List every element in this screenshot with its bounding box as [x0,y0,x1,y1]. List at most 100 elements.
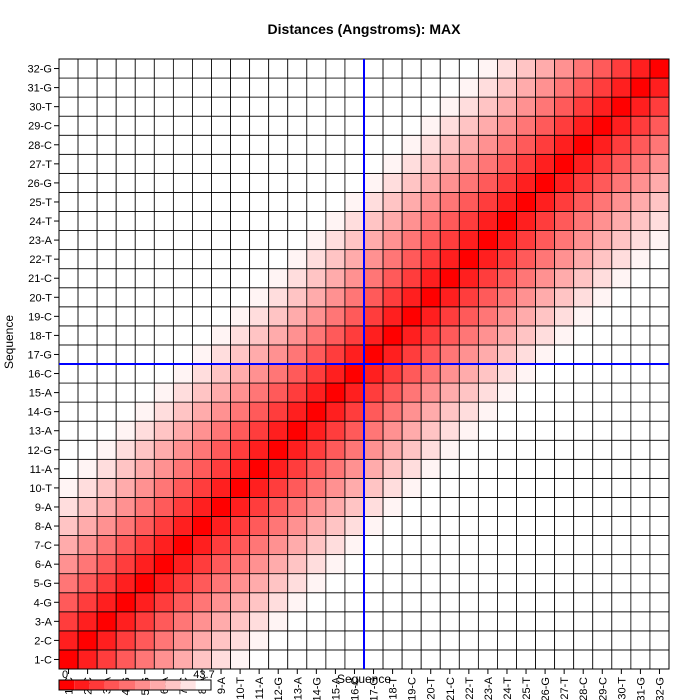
heatmap-cell [649,497,670,517]
heatmap-cell [230,230,251,251]
heatmap-cell [306,172,327,193]
heatmap-cell [477,58,498,79]
x-tick-label: 13-A [292,676,304,700]
y-tick-label: 29-C [28,121,52,133]
heatmap-cell [535,401,556,422]
heatmap-cell [420,211,441,231]
heatmap-cell [77,153,98,174]
heatmap-cell [516,58,536,79]
heatmap-cell [287,611,308,632]
heatmap-cell [516,554,536,575]
heatmap-cell [401,592,422,613]
heatmap-cell [325,611,346,632]
heatmap-cell [363,420,384,441]
heatmap-cell [516,592,536,613]
heatmap-cell [268,401,289,422]
heatmap-cell [287,96,308,117]
heatmap-cell [153,153,174,174]
heatmap-cell [554,192,575,212]
heatmap-cell [211,325,231,346]
heatmap-cell [325,382,346,403]
heatmap-cell [287,535,308,556]
heatmap-cell [497,592,517,613]
heatmap-cell [77,249,98,270]
heatmap-cell [230,592,251,613]
heatmap-cell [268,287,289,308]
heatmap-cell [172,96,193,117]
heatmap-cell [306,306,327,327]
heatmap-cell [401,554,422,575]
heatmap-cell [439,382,460,403]
heatmap-cell [516,497,536,517]
heatmap-cell [363,573,384,594]
heatmap-cell [268,630,289,651]
x-tick-label: 24-T [502,677,514,700]
heatmap-cell [497,153,517,174]
heatmap-cell [516,134,536,155]
heatmap-cell [192,516,212,536]
heatmap-cell [649,401,670,422]
heatmap-cell [249,96,270,117]
heatmap-cell [287,230,308,251]
heatmap-cell [153,325,174,346]
heatmap-cell [554,58,575,79]
heatmap-cell [573,134,594,155]
heatmap-cell [439,77,460,98]
x-tick-label: 19-C [407,677,419,700]
heatmap-cell [630,344,651,365]
heatmap-cell [344,344,365,365]
x-tick-label: 15-A [330,676,342,700]
heatmap-cell [287,497,308,517]
heatmap-cell [573,172,594,193]
heatmap-cell [192,382,212,403]
heatmap-cell [344,401,365,422]
heatmap-cell [649,58,670,79]
heatmap-cell [58,439,79,460]
heatmap-cell [344,477,365,498]
heatmap-cell [592,497,613,517]
heatmap-cell [592,153,613,174]
heatmap-cell [554,420,575,441]
heatmap-cell [439,592,460,613]
heatmap-cell [58,115,79,136]
heatmap-cell [172,535,193,556]
y-tick-label: 19-C [28,311,52,323]
colorbar-swatch [104,680,120,690]
heatmap-cell [573,477,594,498]
heatmap-cell [249,268,270,289]
heatmap-cell [172,134,193,155]
heatmap-cell [554,535,575,556]
heatmap-cell [458,592,479,613]
heatmap-cell [439,535,460,556]
heatmap-cell [516,230,536,251]
heatmap-cell [77,630,98,651]
heatmap-cell [344,458,365,479]
heatmap-cell [153,439,174,460]
heatmap-cell [363,211,384,231]
heatmap-cell [477,363,498,384]
heatmap-cell [58,477,79,498]
heatmap-cell [230,268,251,289]
heatmap-cell [96,554,117,575]
heatmap-cell [401,477,422,498]
heatmap-cell [458,306,479,327]
heatmap-cell [115,573,136,594]
heatmap-cell [306,649,327,670]
heatmap-cell [172,230,193,251]
y-tick-label: 12-G [28,445,52,457]
heatmap-cell [153,458,174,479]
heatmap-cell [611,497,632,517]
heatmap-cell [211,96,231,117]
y-tick-label: 4-G [34,597,52,609]
heatmap-cell [325,497,346,517]
heatmap-cell [611,77,632,98]
heatmap-cell [554,497,575,517]
heatmap-cell [573,344,594,365]
heatmap-cell [230,649,251,670]
heatmap-cell [77,439,98,460]
x-tick-label: 16-C [349,677,361,700]
heatmap-cell [230,287,251,308]
heatmap-cell [592,592,613,613]
heatmap-cell [516,516,536,536]
heatmap-cell [592,134,613,155]
